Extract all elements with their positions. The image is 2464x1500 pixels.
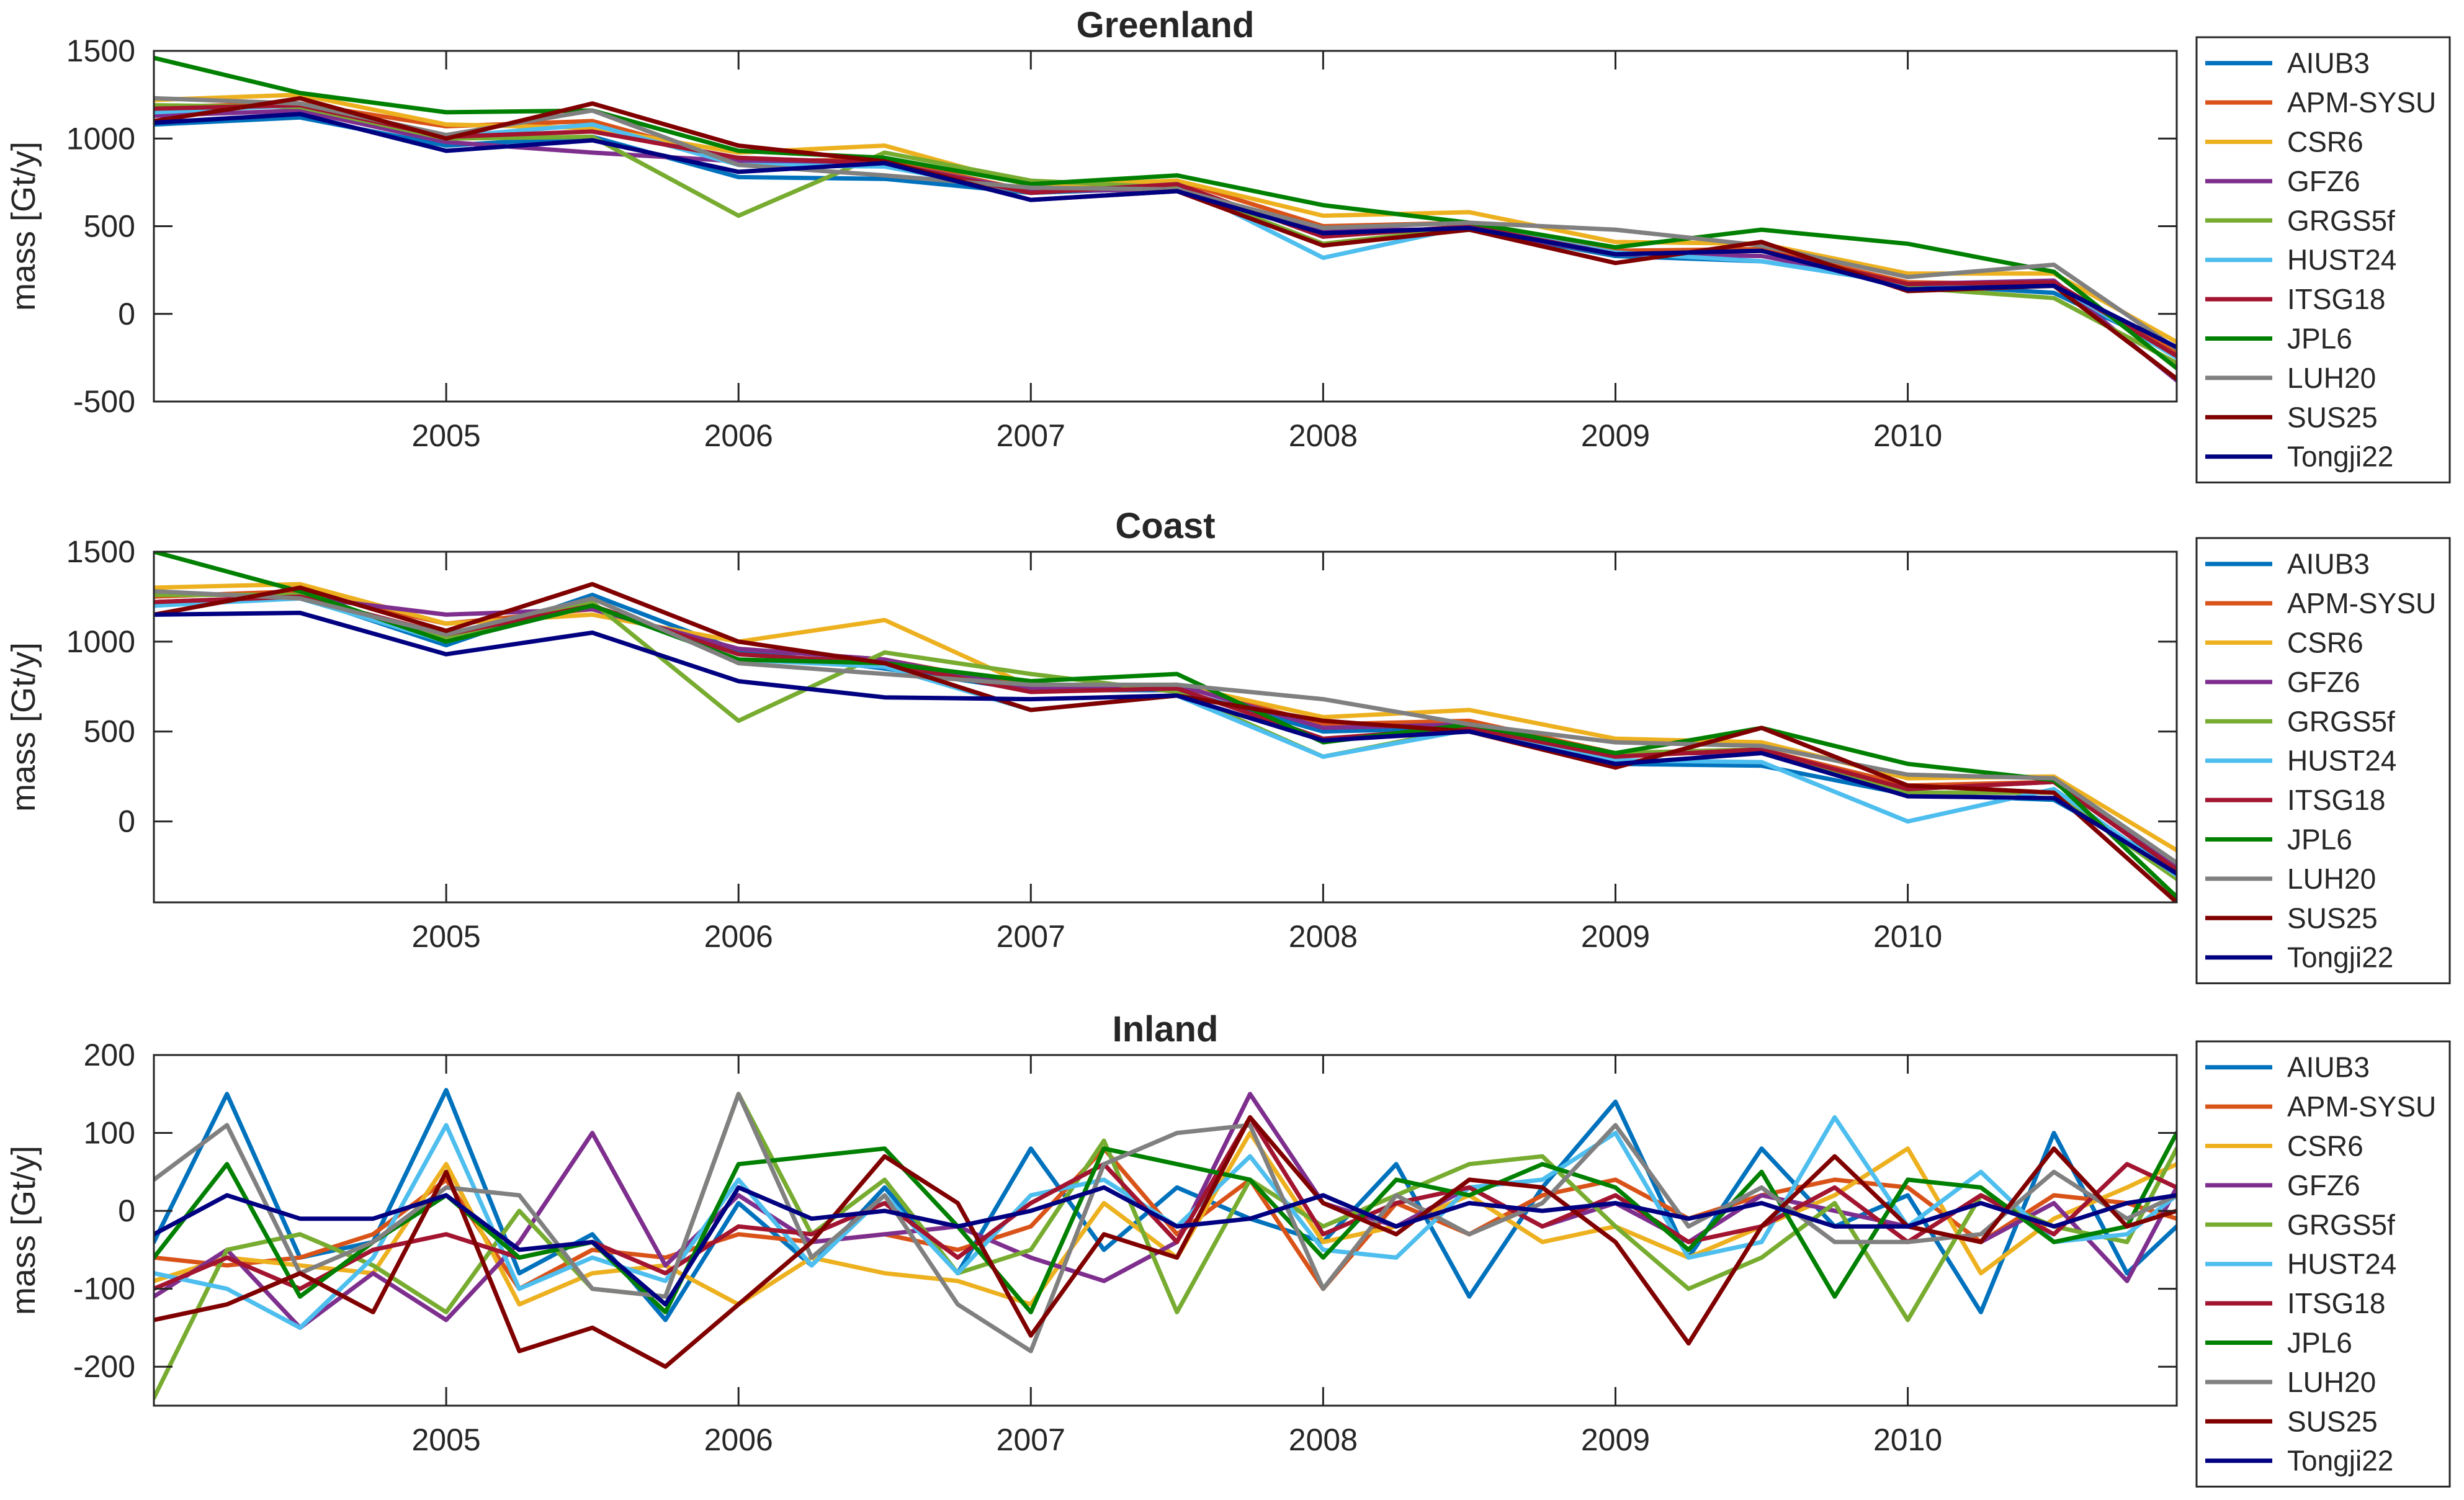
axes-frame: [153, 1054, 2178, 1407]
x-tick-label: 2008: [1289, 418, 1358, 453]
x-tick-label: 2005: [411, 418, 480, 453]
y-tick-label: 100: [84, 1116, 135, 1151]
series-line-tongji22: [154, 611, 2177, 876]
legend-label-csr6: CSR6: [2287, 627, 2363, 659]
x-tick-label: 2008: [1289, 919, 1358, 954]
y-tick-label: 1500: [66, 34, 135, 68]
legend-label-jpl6: JPL6: [2287, 323, 2352, 355]
legend-label-grgs5f: GRGS5f: [2287, 705, 2395, 737]
legend-label-jpl6: JPL6: [2287, 1327, 2352, 1359]
axes-frame: [153, 550, 2178, 904]
x-tick-label: 2010: [1873, 919, 1942, 954]
y-axis-label: mass [Gt/y]: [5, 642, 42, 812]
x-tick-label: 2006: [704, 418, 773, 453]
legend-label-gfz6: GFZ6: [2287, 666, 2360, 698]
y-tick-label: 500: [84, 714, 135, 749]
series-line-jpl6: [154, 55, 2177, 371]
series-line-itsg18: [154, 1115, 2177, 1291]
legend-label-luh20: LUH20: [2287, 863, 2376, 895]
legend-label-luh20: LUH20: [2287, 1366, 2376, 1398]
legend-label-gfz6: GFZ6: [2287, 1169, 2360, 1201]
series-line-tongji22: [154, 1185, 2177, 1307]
legend-label-luh20: LUH20: [2287, 362, 2376, 394]
y-tick-label: 1500: [66, 534, 135, 569]
plot-area: [153, 550, 2178, 904]
chart-title: Coast: [1115, 506, 1215, 546]
series-line-luh20: [154, 1092, 2177, 1354]
legend: AIUB3 APM-SYSU CSR6 GFZ6 GRGS5f HUST24 ITSG18 J…: [2195, 537, 2451, 984]
y-tick-label: 1000: [66, 121, 135, 156]
legend-label-apm-sysu: APM-SYSU: [2287, 86, 2436, 119]
legend-label-sus25: SUS25: [2287, 902, 2378, 934]
x-tick-label: 2010: [1873, 1422, 1942, 1457]
series-line-jpl6: [154, 552, 2177, 899]
x-tick-label: 2009: [1581, 418, 1650, 453]
legend-label-csr6: CSR6: [2287, 1130, 2363, 1162]
y-tick-label: -200: [73, 1349, 135, 1384]
x-tick-label: 2009: [1581, 1422, 1650, 1457]
legend-label-hust24: HUST24: [2287, 244, 2396, 276]
series-group: [154, 55, 2177, 383]
chart-panel-greenland: -500 0 500 1000 1500 2005 2006 2007 2008 2009 2010…: [5, 5, 2451, 483]
legend-label-itsg18: ITSG18: [2287, 283, 2386, 315]
x-tick-label: 2006: [704, 919, 773, 954]
legend-label-tongji22: Tongji22: [2287, 1445, 2393, 1477]
plot-area: [153, 50, 2178, 403]
y-tick-label: 1000: [66, 624, 135, 659]
y-tick-label: 0: [118, 297, 135, 331]
legend-label-aiub3: AIUB3: [2287, 1051, 2370, 1084]
series-line-sus25: [154, 1115, 2177, 1369]
legend-label-grgs5f: GRGS5f: [2287, 204, 2395, 236]
legend-label-gfz6: GFZ6: [2287, 165, 2360, 197]
chart-title: Greenland: [1077, 5, 1255, 45]
chart-title: Inland: [1113, 1009, 1219, 1049]
legend-label-aiub3: AIUB3: [2287, 47, 2370, 79]
x-tick-label: 2006: [704, 1422, 773, 1457]
x-tick-label: 2005: [411, 1422, 480, 1457]
y-tick-label: 200: [84, 1038, 135, 1072]
chart-panel-inland: -200 -100 0 100 200 2005 2006 2007 2008 2009 2010 I…: [5, 1009, 2451, 1488]
series-line-itsg18: [154, 594, 2177, 873]
y-tick-label: -100: [73, 1272, 135, 1306]
series-group: [154, 552, 2177, 902]
y-tick-label: -500: [73, 384, 135, 419]
legend-label-itsg18: ITSG18: [2287, 784, 2386, 816]
legend-label-jpl6: JPL6: [2287, 824, 2352, 856]
legend-label-apm-sysu: APM-SYSU: [2287, 1090, 2436, 1123]
series-group: [154, 1088, 2177, 1400]
legend-label-itsg18: ITSG18: [2287, 1287, 2386, 1319]
legend-label-hust24: HUST24: [2287, 1248, 2396, 1280]
legend-label-tongji22: Tongji22: [2287, 441, 2393, 473]
x-tick-label: 2010: [1873, 418, 1942, 453]
y-tick-label: 0: [118, 1193, 135, 1228]
legend-label-apm-sysu: APM-SYSU: [2287, 587, 2436, 619]
y-tick-label: 0: [118, 804, 135, 839]
y-tick-label: 500: [84, 209, 135, 244]
x-tick-label: 2007: [997, 1422, 1065, 1457]
x-tick-label: 2007: [997, 418, 1065, 453]
x-tick-label: 2008: [1289, 1422, 1358, 1457]
legend-label-grgs5f: GRGS5f: [2287, 1208, 2395, 1241]
x-tick-label: 2009: [1581, 919, 1650, 954]
y-axis-label: mass [Gt/y]: [5, 1146, 42, 1315]
legend-label-sus25: SUS25: [2287, 401, 2378, 433]
series-line-tongji22: [154, 112, 2177, 349]
legend-label-hust24: HUST24: [2287, 745, 2396, 777]
legend: AIUB3 APM-SYSU CSR6 GFZ6 GRGS5f HUST24 ITSG18 J…: [2195, 36, 2451, 483]
chart-panel-coast: 0 500 1000 1500 2005 2006 2007 2008 2009 2010 Coas…: [5, 506, 2451, 984]
legend-label-aiub3: AIUB3: [2287, 548, 2370, 580]
legend: AIUB3 APM-SYSU CSR6 GFZ6 GRGS5f HUST24 ITSG18 J…: [2195, 1040, 2451, 1488]
legend-label-tongji22: Tongji22: [2287, 941, 2393, 974]
legend-label-sus25: SUS25: [2287, 1405, 2378, 1437]
y-axis-label: mass [Gt/y]: [5, 141, 42, 311]
series-line-jpl6: [154, 1131, 2177, 1314]
x-tick-label: 2007: [997, 919, 1065, 954]
x-tick-label: 2005: [411, 919, 480, 954]
legend-label-csr6: CSR6: [2287, 126, 2363, 158]
